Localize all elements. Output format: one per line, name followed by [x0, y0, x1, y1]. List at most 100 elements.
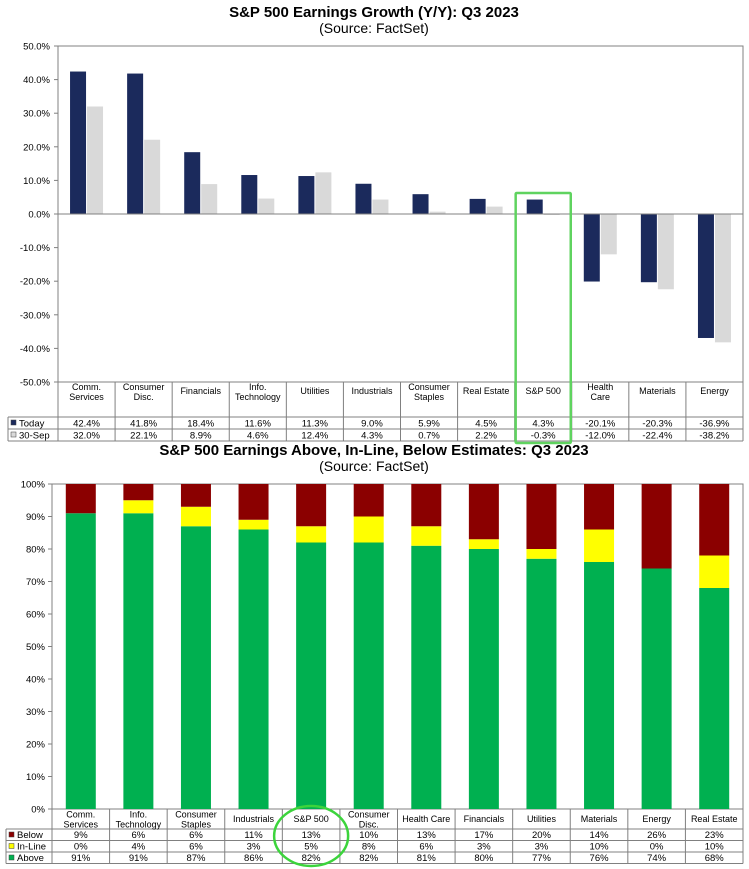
y-tick-label: 10% — [26, 772, 46, 783]
y-tick-label: 30% — [26, 707, 46, 718]
category-label: Materials — [639, 386, 676, 396]
data-label: 26% — [647, 830, 667, 841]
y-tick-label: 60% — [26, 610, 46, 621]
category-label: Disc. — [359, 820, 379, 830]
data-label: 18.4% — [187, 419, 214, 430]
category-label: Staples — [181, 820, 212, 830]
bar-in-line — [238, 519, 269, 530]
bar-today — [526, 199, 543, 214]
data-label: 82% — [302, 853, 322, 864]
legend-key — [10, 431, 17, 438]
y-tick-label: 70% — [26, 577, 46, 588]
data-label: 91% — [129, 853, 149, 864]
bar-30-sep — [714, 214, 731, 343]
bar-today — [70, 71, 87, 214]
earnings-surprise-chart: S&P 500 Earnings Above, In-Line, Below E… — [5, 442, 744, 868]
bar-below — [353, 484, 384, 517]
bar-in-line — [584, 529, 615, 562]
data-label: 10% — [359, 830, 379, 841]
category-label: Real Estate — [463, 386, 510, 396]
bar-below — [526, 484, 557, 549]
category-label: Utilities — [300, 386, 330, 396]
data-label: 81% — [417, 853, 437, 864]
data-label: 77% — [532, 853, 552, 864]
y-tick-label: 20.0% — [23, 142, 50, 153]
category-label: Care — [591, 392, 611, 402]
category-label: Disc. — [134, 392, 154, 402]
bar-30-sep — [315, 172, 332, 214]
bar-above — [641, 568, 672, 809]
data-label: 11.6% — [245, 419, 272, 430]
legend-key — [8, 843, 15, 849]
data-label: 4.5% — [475, 419, 497, 430]
earnings-growth-chart: S&P 500 Earnings Growth (Y/Y): Q3 2023 (… — [7, 4, 744, 445]
y-tick-label: 10.0% — [23, 176, 50, 187]
category-label: Comm. — [72, 382, 101, 392]
data-label: -20.1% — [585, 419, 616, 430]
y-tick-label: 50.0% — [23, 42, 50, 53]
category-label: Industrials — [233, 814, 275, 824]
bar-above — [526, 558, 557, 809]
y-tick-label: 0.0% — [28, 210, 50, 221]
data-label: 87% — [186, 853, 206, 864]
data-label: -38.2% — [699, 431, 730, 442]
bar-30-sep — [600, 214, 617, 255]
category-label: Consumer — [123, 382, 165, 392]
category-label: S&P 500 — [526, 386, 561, 396]
data-label: 10% — [705, 842, 725, 853]
data-label: 76% — [590, 853, 610, 864]
data-label: 23% — [705, 830, 725, 841]
bar-below — [65, 484, 96, 514]
data-label: 3% — [535, 842, 549, 853]
data-label: 17% — [474, 830, 494, 841]
bar-above — [353, 542, 384, 809]
bar-30-sep — [144, 139, 161, 214]
data-label: 13% — [417, 830, 437, 841]
bar-below — [468, 484, 499, 540]
data-label: 13% — [302, 830, 322, 841]
highlight-circle — [272, 804, 350, 868]
category-label: Industrials — [351, 386, 393, 396]
data-label: 4.3% — [361, 431, 383, 442]
legend-label: Today — [19, 419, 45, 430]
legend-label: In-Line — [17, 842, 46, 853]
bar-today — [127, 73, 144, 214]
data-label: 20% — [532, 830, 552, 841]
category-label: Energy — [700, 386, 729, 396]
legend-label: 30-Sep — [19, 431, 50, 442]
bar-in-line — [296, 526, 327, 543]
data-label: -0.3% — [531, 431, 556, 442]
data-label: 4.6% — [247, 431, 269, 442]
bar-below — [180, 484, 211, 507]
data-label: 3% — [247, 842, 261, 853]
category-label: Financials — [464, 814, 505, 824]
y-tick-label: -10.0% — [20, 243, 51, 254]
data-label: 8% — [362, 842, 376, 853]
category-label: Info. — [130, 810, 148, 820]
bar-30-sep — [258, 198, 275, 214]
y-tick-label: -20.0% — [20, 277, 51, 288]
bar-in-line — [526, 549, 557, 559]
y-tick-label: -50.0% — [20, 378, 51, 389]
y-tick-label: -30.0% — [20, 310, 51, 321]
legend-label: Above — [17, 853, 44, 864]
y-tick-label: 30.0% — [23, 109, 50, 120]
data-label: 5% — [304, 842, 318, 853]
category-label: Info. — [249, 382, 267, 392]
y-tick-label: 0% — [31, 805, 45, 816]
bar-above — [584, 562, 615, 809]
plot-area-border — [51, 483, 744, 810]
data-label: 82% — [359, 853, 379, 864]
data-label: -22.4% — [642, 431, 673, 442]
data-label: 41.8% — [130, 419, 157, 430]
bar-below — [123, 484, 154, 501]
bar-above — [411, 545, 442, 809]
data-label: 9% — [74, 830, 88, 841]
data-label: 0% — [74, 842, 88, 853]
bar-today — [298, 176, 315, 214]
category-label: Energy — [642, 814, 671, 824]
category-label: Staples — [414, 392, 445, 402]
data-label: 10% — [590, 842, 610, 853]
category-label: Utilities — [527, 814, 557, 824]
